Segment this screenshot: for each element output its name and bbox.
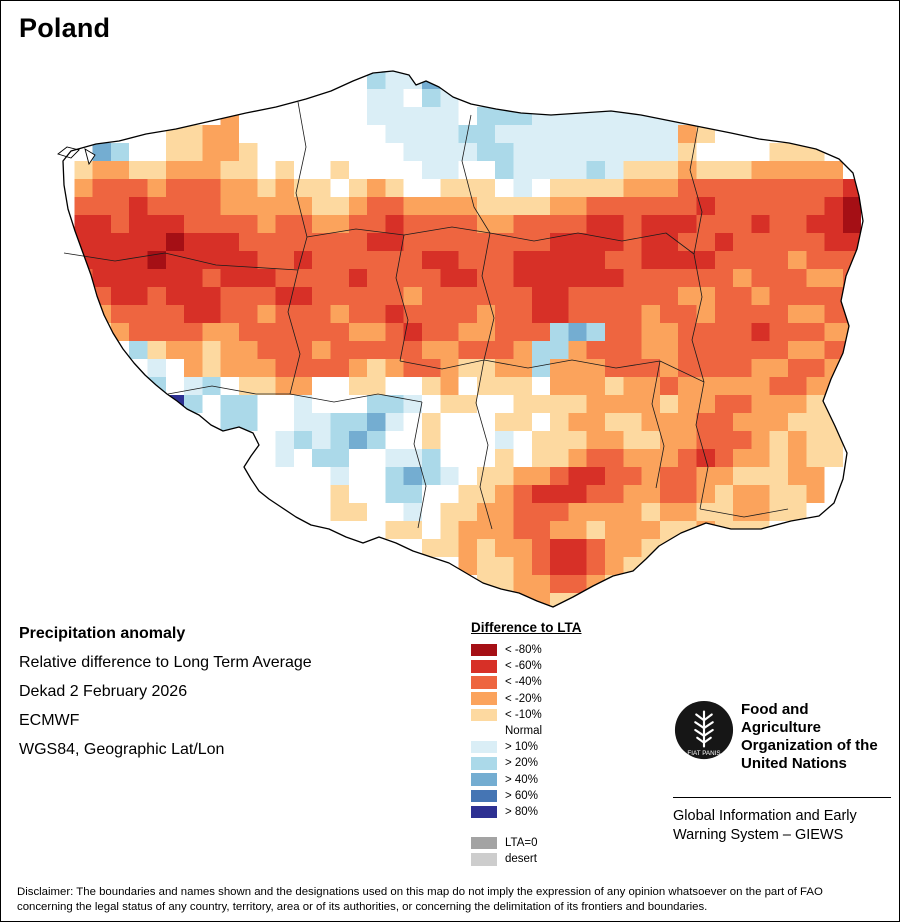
map-grid-cells [74, 71, 862, 607]
legend-label: LTA=0 [505, 837, 538, 850]
legend-label: > 10% [505, 741, 538, 754]
voivodeship-border [461, 114, 491, 234]
legend-entry: > 20% [471, 755, 582, 771]
legend-label: desert [505, 853, 537, 866]
voivodeship-border [395, 234, 409, 362]
legend-entry: < -20% [471, 691, 582, 707]
disclaimer: Disclaimer: The boundaries and names sho… [17, 885, 891, 914]
voivodeship-border [297, 236, 308, 271]
legend-swatch [471, 692, 497, 705]
legend-label: Normal [505, 725, 543, 738]
legend-entry: > 80% [471, 804, 582, 820]
fao-block: FIAT PANIS Food and Agriculture Organiza… [673, 699, 891, 845]
legend-swatch [471, 757, 497, 770]
legend-swatch [471, 740, 497, 754]
legend-swatch [471, 724, 497, 738]
legend-label: < -20% [505, 692, 542, 705]
legend-entry: desert [471, 851, 582, 867]
poland-precipitation-anomaly-map [57, 70, 864, 608]
info-projection: WGS84, Geographic Lat/Lon [19, 741, 225, 758]
legend-extra-entries: LTA=0 desert [471, 835, 582, 867]
voivodeship-border [483, 359, 705, 383]
voivodeship-border [691, 253, 705, 383]
legend: Difference to LTA < -80% < -60% < -40% < -2… [471, 620, 582, 867]
giews-line: Global Information and Early [673, 808, 857, 824]
country-outline [62, 70, 864, 608]
fao-logo-icon: FIAT PANIS [674, 700, 734, 760]
voivodeship-border [295, 101, 308, 238]
divider [673, 797, 891, 798]
coastal-detail [84, 148, 96, 166]
legend-swatch [471, 836, 497, 850]
info-dekad: Dekad 2 February 2026 [19, 683, 188, 700]
legend-swatch [471, 789, 497, 803]
fao-org-line: Organization of the [741, 737, 878, 754]
legend-entry: > 10% [471, 739, 582, 755]
giews-line: Warning System – GIEWS [673, 827, 844, 843]
legend-entry: > 40% [471, 772, 582, 788]
legend-label: > 40% [505, 773, 538, 786]
voivodeship-border [695, 381, 709, 510]
legend-swatch [471, 643, 497, 657]
legend-entry: Normal [471, 723, 582, 739]
giews-name: Global Information and Early Warning Sys… [673, 807, 891, 845]
legend-swatch [471, 805, 497, 819]
legend-label: > 80% [505, 805, 538, 818]
fao-org-line: Food and Agriculture [741, 701, 822, 736]
info-subtitle: Relative difference to Long Term Average [19, 654, 312, 671]
legend-label: < -40% [505, 676, 542, 689]
legend-label: < -80% [505, 644, 542, 657]
legend-entry: < -60% [471, 658, 582, 674]
voivodeship-border [689, 126, 703, 255]
voivodeship-border [481, 232, 495, 361]
legend-entry: LTA=0 [471, 835, 582, 851]
legend-swatch [471, 773, 497, 786]
page-title: Poland [19, 13, 111, 43]
voivodeship-border [167, 385, 290, 395]
fao-org-line: United Nations [741, 755, 847, 772]
legend-swatch [471, 660, 497, 673]
legend-swatch [471, 708, 497, 722]
legend-entry: > 60% [471, 788, 582, 804]
legend-label: < -60% [505, 660, 542, 673]
legend-swatch [471, 676, 497, 689]
voivodeship-border [475, 359, 493, 530]
legend-swatch [471, 853, 497, 866]
voivodeship-border [399, 359, 485, 370]
info-heading: Precipitation anomaly [19, 625, 186, 642]
voivodeship-border [699, 508, 789, 518]
fao-logo-motto: FIAT PANIS [687, 750, 720, 757]
info-source: ECMWF [19, 712, 80, 729]
voivodeship-border [651, 360, 665, 489]
map-info-block: Precipitation anomaly Relative differenc… [19, 625, 312, 770]
voivodeship-border [289, 393, 423, 403]
voivodeship-border [413, 401, 427, 529]
legend-entry: < -10% [471, 707, 582, 723]
legend-label: > 20% [505, 757, 538, 770]
legend-label: < -10% [505, 708, 542, 721]
voivodeship-border [63, 252, 299, 271]
disclaimer-line: Disclaimer: The boundaries and names sho… [17, 886, 823, 898]
disclaimer-line: concerning the legal status of any count… [17, 900, 708, 913]
fao-org-name: Food and Agriculture Organization of the… [741, 699, 891, 773]
legend-title: Difference to LTA [471, 620, 582, 635]
legend-entry: < -40% [471, 674, 582, 690]
legend-entries: < -80% < -60% < -40% < -20% < -10% Normal > 10… [471, 642, 582, 820]
voivodeship-border [287, 269, 301, 395]
legend-entry: < -80% [471, 642, 582, 658]
legend-label: > 60% [505, 789, 538, 802]
voivodeship-border [489, 232, 695, 255]
